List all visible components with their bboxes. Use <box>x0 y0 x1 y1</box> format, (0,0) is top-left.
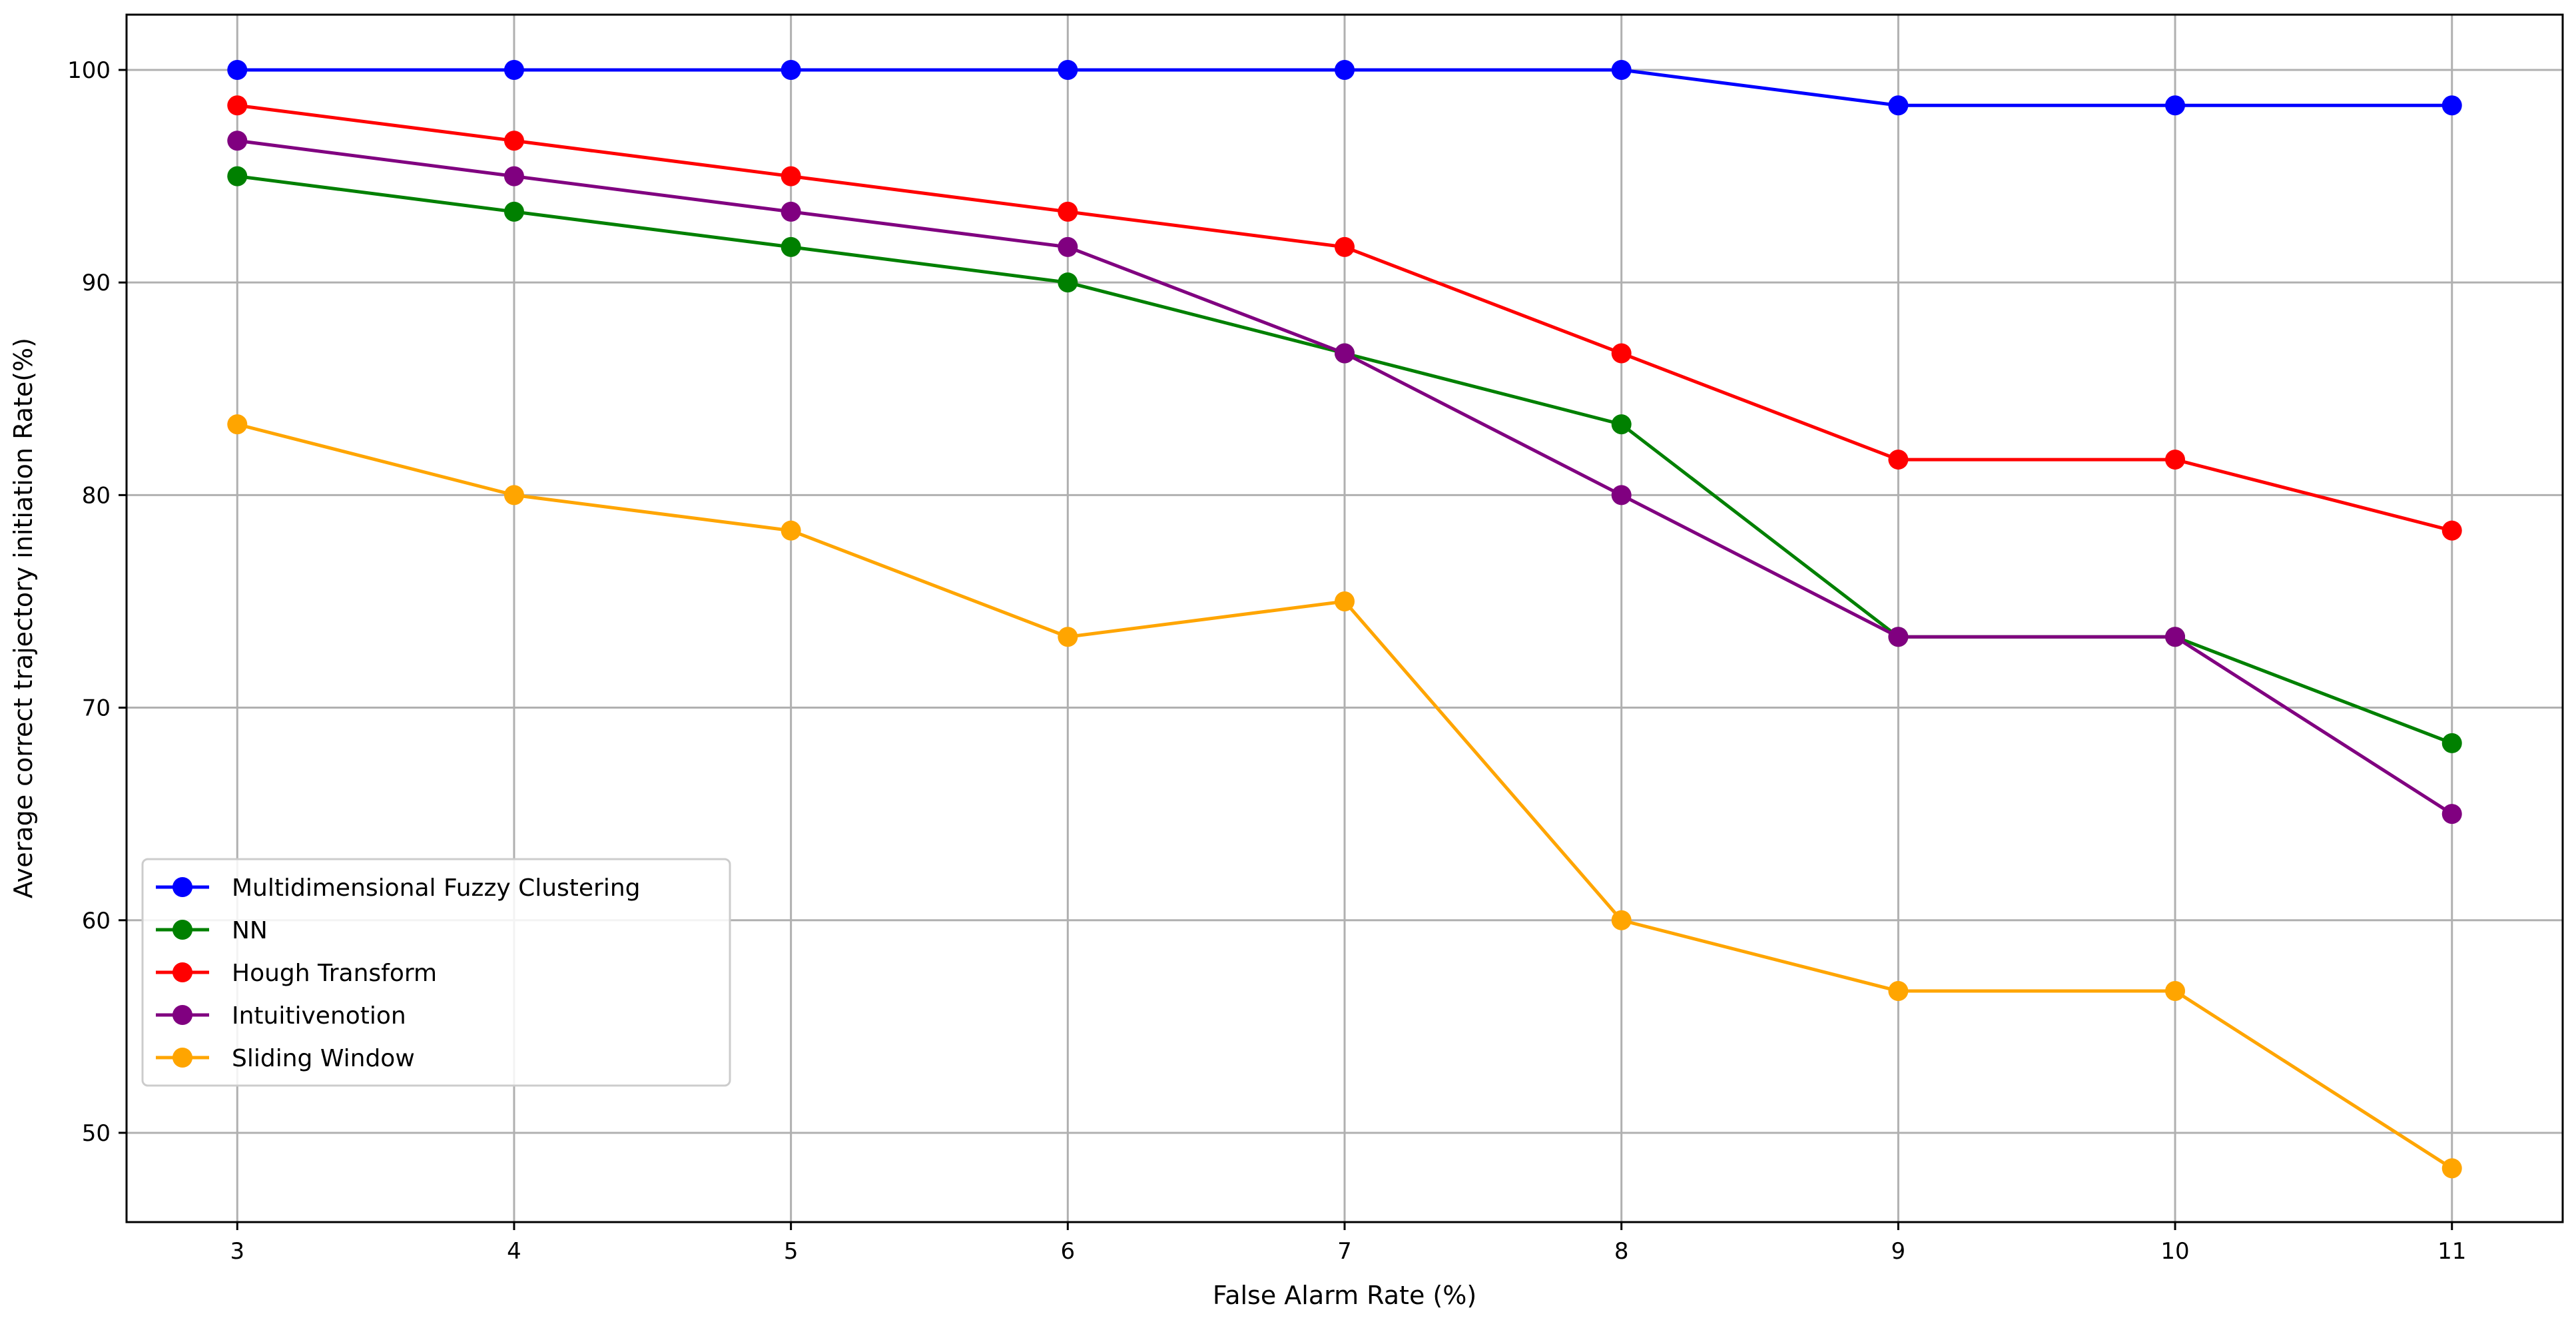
legend-marker <box>172 877 192 897</box>
series-hough-transform <box>227 95 2462 541</box>
data-point <box>1611 343 1632 364</box>
x-tick-label: 7 <box>1337 1238 1352 1265</box>
data-point <box>1335 343 1355 364</box>
data-point <box>227 59 248 80</box>
data-point <box>781 236 801 257</box>
legend-entry: Hough Transform <box>156 960 437 987</box>
legend-label: NN <box>232 917 268 944</box>
data-point <box>2165 95 2186 116</box>
data-point <box>227 95 248 116</box>
data-point <box>1611 485 1632 505</box>
x-axis-label: False Alarm Rate (%) <box>1213 1281 1476 1310</box>
legend-entry: NN <box>156 917 268 944</box>
y-tick-label: 60 <box>82 908 111 934</box>
legend-box <box>141 858 731 1087</box>
data-point <box>781 520 801 541</box>
data-point <box>1611 414 1632 435</box>
data-point <box>1888 627 1909 647</box>
legend-label: Intuitivenotion <box>232 1002 406 1030</box>
data-point <box>2165 627 2186 647</box>
data-point <box>503 485 524 505</box>
data-point <box>503 201 524 222</box>
series-multidimensional-fuzzy-clustering <box>227 59 2462 116</box>
y-tick-label: 90 <box>82 270 111 296</box>
data-point <box>1335 59 1355 80</box>
data-point <box>503 59 524 80</box>
ticks: 3 4 5 6 7 8 9 10 11 50 60 70 80 90 100 <box>67 57 2466 1265</box>
x-tick-label: 11 <box>2437 1238 2466 1265</box>
x-tick-label: 4 <box>507 1238 521 1265</box>
legend: Multidimensional Fuzzy Clustering NN Hough… <box>141 858 731 1087</box>
data-point <box>781 201 801 222</box>
legend-entry: Multidimensional Fuzzy Clustering <box>156 874 641 902</box>
data-point <box>1058 627 1078 647</box>
legend-label: Sliding Window <box>232 1045 415 1072</box>
data-point <box>1058 59 1078 80</box>
data-point <box>227 414 248 435</box>
data-point <box>781 59 801 80</box>
x-tick-label: 6 <box>1060 1238 1075 1265</box>
data-point <box>503 166 524 186</box>
x-tick-label: 10 <box>2160 1238 2189 1265</box>
legend-marker <box>172 1048 192 1068</box>
x-tick-label: 3 <box>230 1238 244 1265</box>
y-axis-label: Average correct trajectory initiation Ra… <box>9 338 38 898</box>
y-tick-label: 100 <box>67 57 111 84</box>
data-point <box>1058 236 1078 257</box>
data-point <box>2441 1158 2462 1179</box>
y-tick-label: 70 <box>82 695 111 722</box>
data-point <box>2441 804 2462 824</box>
data-point <box>503 131 524 151</box>
data-point <box>1888 450 1909 470</box>
series-layer <box>227 59 2462 1179</box>
data-point <box>2441 733 2462 753</box>
data-point <box>227 131 248 151</box>
series-sliding-window <box>227 414 2462 1179</box>
data-point <box>1058 272 1078 293</box>
data-point <box>2165 981 2186 1002</box>
y-tick-label: 50 <box>82 1120 111 1147</box>
legend-marker <box>172 1005 192 1025</box>
x-tick-label: 5 <box>784 1238 799 1265</box>
data-point <box>781 166 801 186</box>
legend-entry: Intuitivenotion <box>156 1002 406 1030</box>
x-tick-label: 9 <box>1891 1238 1906 1265</box>
data-point <box>1058 201 1078 222</box>
legend-label: Hough Transform <box>232 960 437 987</box>
data-point <box>2441 95 2462 116</box>
data-point <box>227 166 248 186</box>
data-point <box>1888 95 1909 116</box>
legend-entry: Sliding Window <box>156 1045 415 1072</box>
legend-marker <box>172 962 192 982</box>
data-point <box>2165 450 2186 470</box>
data-point <box>2441 520 2462 541</box>
data-point <box>1335 591 1355 611</box>
y-tick-label: 80 <box>82 482 111 509</box>
legend-label: Multidimensional Fuzzy Clustering <box>232 874 641 902</box>
x-tick-label: 8 <box>1614 1238 1629 1265</box>
data-point <box>1611 910 1632 930</box>
legend-marker <box>172 920 192 940</box>
data-point <box>1335 236 1355 257</box>
series-intuitivenotion <box>227 131 2462 824</box>
data-point <box>1888 981 1909 1002</box>
data-point <box>1611 59 1632 80</box>
